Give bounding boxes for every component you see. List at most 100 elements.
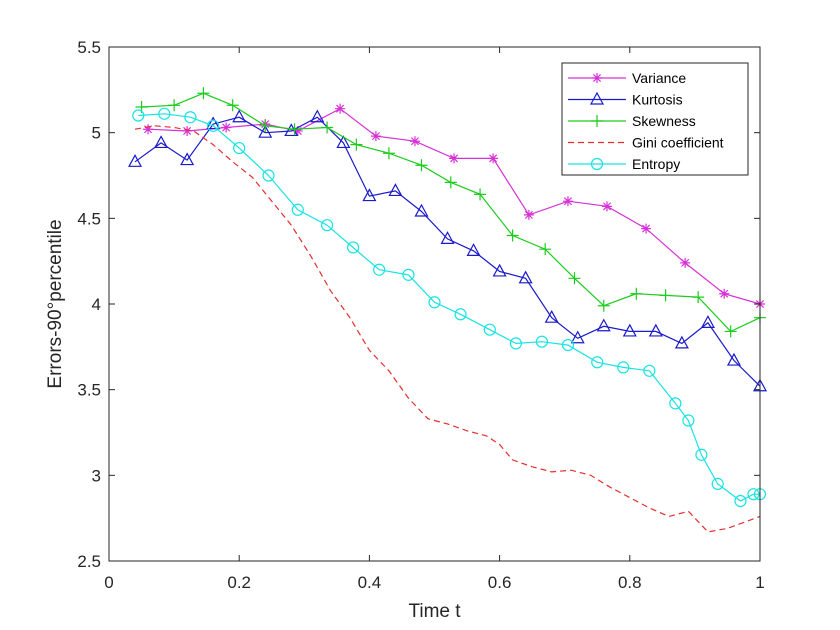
data-point <box>568 272 581 285</box>
data-point <box>488 153 499 164</box>
data-point <box>221 122 232 133</box>
y-tick-label: 3 <box>92 466 101 485</box>
data-point <box>544 309 559 323</box>
data-point <box>291 203 304 216</box>
legend-marker <box>591 115 603 127</box>
data-point <box>711 477 724 490</box>
series-line <box>134 116 761 387</box>
x-tick-label: 0 <box>104 573 113 592</box>
data-point <box>622 323 637 337</box>
legend-label: Kurtosis <box>632 92 683 108</box>
legend: Variance Kurtosis Skewness Gini coefficient… <box>561 62 749 176</box>
data-point <box>373 263 386 276</box>
series-line <box>134 125 761 533</box>
series-skewness <box>135 87 766 338</box>
y-tick-label: 5 <box>92 124 101 143</box>
data-point <box>207 119 220 132</box>
data-point <box>630 287 643 300</box>
y-tick-label: 2.5 <box>77 552 101 571</box>
data-point <box>518 270 533 284</box>
data-point <box>259 119 272 132</box>
data-point <box>570 330 585 344</box>
legend-item: Gini coefficient <box>568 135 724 151</box>
x-tick-label: 0.6 <box>488 573 512 592</box>
data-point <box>724 325 737 338</box>
data-point <box>335 103 346 114</box>
data-point <box>197 87 210 100</box>
data-point <box>506 229 519 242</box>
data-point <box>483 323 496 336</box>
data-point <box>561 339 575 352</box>
data-point <box>226 99 239 112</box>
x-tick-label: 0.2 <box>227 573 251 592</box>
data-point <box>719 288 730 299</box>
data-point <box>288 123 301 136</box>
data-point <box>382 147 395 160</box>
data-point <box>641 223 652 234</box>
legend-item: Kurtosis <box>568 92 683 108</box>
data-point <box>370 131 381 142</box>
data-point <box>509 337 522 350</box>
data-point <box>726 352 741 366</box>
data-point <box>336 135 351 149</box>
data-point <box>535 335 549 348</box>
data-point <box>659 289 672 302</box>
data-point <box>292 125 303 136</box>
y-axis: 2.5 3 3.5 4 4.5 5 5.5 <box>77 38 760 571</box>
x-axis-label: Time t <box>408 601 461 622</box>
data-point <box>492 263 507 277</box>
data-point <box>128 154 143 167</box>
data-point <box>523 209 534 220</box>
legend-item: Entropy <box>568 156 680 172</box>
data-point <box>362 188 377 202</box>
data-point <box>154 135 169 149</box>
legend-label: Entropy <box>632 156 680 172</box>
data-point <box>321 121 334 134</box>
data-point <box>734 494 747 508</box>
data-point <box>454 308 467 321</box>
data-point <box>388 183 403 197</box>
data-point <box>474 188 487 201</box>
data-point <box>643 364 656 377</box>
data-point <box>695 448 708 461</box>
x-tick-label: 0.8 <box>618 573 642 592</box>
data-point <box>440 231 455 244</box>
data-point <box>539 243 552 256</box>
data-point <box>184 111 197 124</box>
data-point <box>602 201 613 212</box>
data-point <box>143 124 154 135</box>
series-kurtosis <box>128 109 768 392</box>
data-point <box>700 315 715 328</box>
data-point <box>747 488 760 501</box>
data-point <box>232 109 247 123</box>
x-tick-label: 1 <box>755 573 764 592</box>
data-point <box>449 153 460 164</box>
data-point <box>320 219 334 232</box>
data-point <box>562 196 573 207</box>
data-point <box>158 107 171 120</box>
data-point <box>682 414 695 427</box>
legend-item: Skewness <box>568 113 696 129</box>
series-layer <box>128 87 768 533</box>
data-point <box>168 99 181 112</box>
data-point <box>617 361 630 374</box>
data-point <box>414 203 429 217</box>
data-point <box>262 169 275 182</box>
data-point <box>258 124 273 138</box>
data-point <box>350 138 363 151</box>
data-point <box>597 299 610 312</box>
data-point <box>402 268 415 281</box>
data-point <box>428 296 441 309</box>
y-tick-label: 4 <box>92 295 101 314</box>
legend-item: Variance <box>568 70 686 86</box>
data-point <box>466 243 481 256</box>
data-point <box>596 318 611 332</box>
data-point <box>233 141 246 155</box>
data-point <box>347 241 360 254</box>
data-point <box>692 291 705 304</box>
legend-marker <box>592 73 602 83</box>
y-tick-label: 5.5 <box>77 38 101 57</box>
y-tick-label: 4.5 <box>77 209 101 228</box>
series-line <box>138 113 760 502</box>
